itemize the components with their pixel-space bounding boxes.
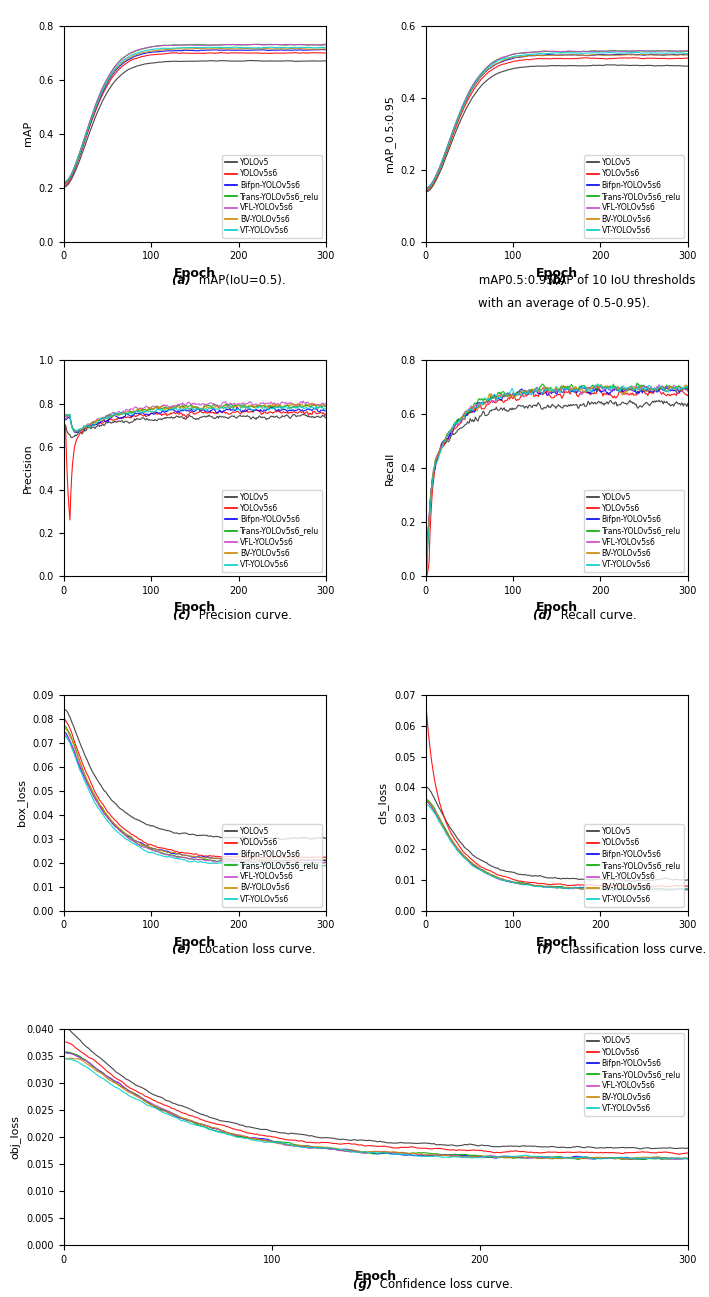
Y-axis label: box_loss: box_loss bbox=[16, 779, 27, 826]
Text: Classification loss curve.: Classification loss curve. bbox=[557, 943, 706, 956]
Text: (f): (f) bbox=[537, 943, 557, 956]
Legend: YOLOv5, YOLOv5s6, Bifpn-YOLOv5s6, Trans-YOLOv5s6_relu, VFL-YOLOv5s6, BV-YOLOv5s6: YOLOv5, YOLOv5s6, Bifpn-YOLOv5s6, Trans-… bbox=[222, 156, 322, 237]
X-axis label: Epoch: Epoch bbox=[174, 267, 216, 280]
Legend: YOLOv5, YOLOv5s6, Bifpn-YOLOv5s6, Trans-YOLOv5s6_relu, VFL-YOLOv5s6, BV-YOLOv5s6: YOLOv5, YOLOv5s6, Bifpn-YOLOv5s6, Trans-… bbox=[222, 489, 322, 572]
Text: (e): (e) bbox=[172, 943, 195, 956]
Text: (c): (c) bbox=[173, 608, 195, 621]
Legend: YOLOv5, YOLOv5s6, Bifpn-YOLOv5s6, Trans-YOLOv5s6_relu, VFL-YOLOv5s6, BV-YOLOv5s6: YOLOv5, YOLOv5s6, Bifpn-YOLOv5s6, Trans-… bbox=[584, 489, 684, 572]
Legend: YOLOv5, YOLOv5s6, Bifpn-YOLOv5s6, Trans-YOLOv5s6_relu, VFL-YOLOv5s6, BV-YOLOv5s6: YOLOv5, YOLOv5s6, Bifpn-YOLOv5s6, Trans-… bbox=[222, 824, 322, 907]
Text: mAP⁢0.5:0.95(AP of 10 IoU thresholds: mAP⁢0.5:0.95(AP of 10 IoU thresholds bbox=[475, 274, 696, 287]
Text: (d): (d) bbox=[533, 608, 557, 621]
Legend: YOLOv5, YOLOv5s6, Bifpn-YOLOv5s6, Trans-YOLOv5s6_relu, VFL-YOLOv5s6, BV-YOLOv5s6: YOLOv5, YOLOv5s6, Bifpn-YOLOv5s6, Trans-… bbox=[584, 1034, 684, 1115]
X-axis label: Epoch: Epoch bbox=[535, 267, 578, 280]
Text: with an average of 0.5-0.95).: with an average of 0.5-0.95). bbox=[478, 297, 649, 310]
X-axis label: Epoch: Epoch bbox=[174, 936, 216, 949]
Text: Recall curve.: Recall curve. bbox=[557, 608, 636, 621]
Text: (g): (g) bbox=[352, 1278, 376, 1291]
X-axis label: Epoch: Epoch bbox=[174, 602, 216, 615]
Text: Precision curve.: Precision curve. bbox=[195, 608, 292, 621]
Y-axis label: Recall: Recall bbox=[385, 451, 395, 485]
X-axis label: Epoch: Epoch bbox=[535, 936, 578, 949]
Text: Confidence loss curve.: Confidence loss curve. bbox=[376, 1278, 513, 1291]
Text: mAP(IoU=0.5).: mAP(IoU=0.5). bbox=[195, 274, 286, 287]
Y-axis label: obj_loss: obj_loss bbox=[10, 1115, 21, 1160]
X-axis label: Epoch: Epoch bbox=[354, 1270, 397, 1284]
Y-axis label: mAP_0.5:0.95: mAP_0.5:0.95 bbox=[384, 96, 395, 173]
X-axis label: Epoch: Epoch bbox=[535, 602, 578, 615]
Text: (a): (a) bbox=[172, 274, 195, 287]
Legend: YOLOv5, YOLOv5s6, Bifpn-YOLOv5s6, Trans-YOLOv5s6_relu, VFL-YOLOv5s6, BV-YOLOv5s6: YOLOv5, YOLOv5s6, Bifpn-YOLOv5s6, Trans-… bbox=[584, 824, 684, 907]
Y-axis label: cls_loss: cls_loss bbox=[378, 782, 389, 824]
Text: Location loss curve.: Location loss curve. bbox=[195, 943, 316, 956]
Text: (b): (b) bbox=[547, 274, 566, 287]
Legend: YOLOv5, YOLOv5s6, Bifpn-YOLOv5s6, Trans-YOLOv5s6_relu, VFL-YOLOv5s6, BV-YOLOv5s6: YOLOv5, YOLOv5s6, Bifpn-YOLOv5s6, Trans-… bbox=[584, 156, 684, 237]
Y-axis label: Precision: Precision bbox=[23, 444, 33, 493]
Y-axis label: mAP: mAP bbox=[23, 121, 33, 147]
